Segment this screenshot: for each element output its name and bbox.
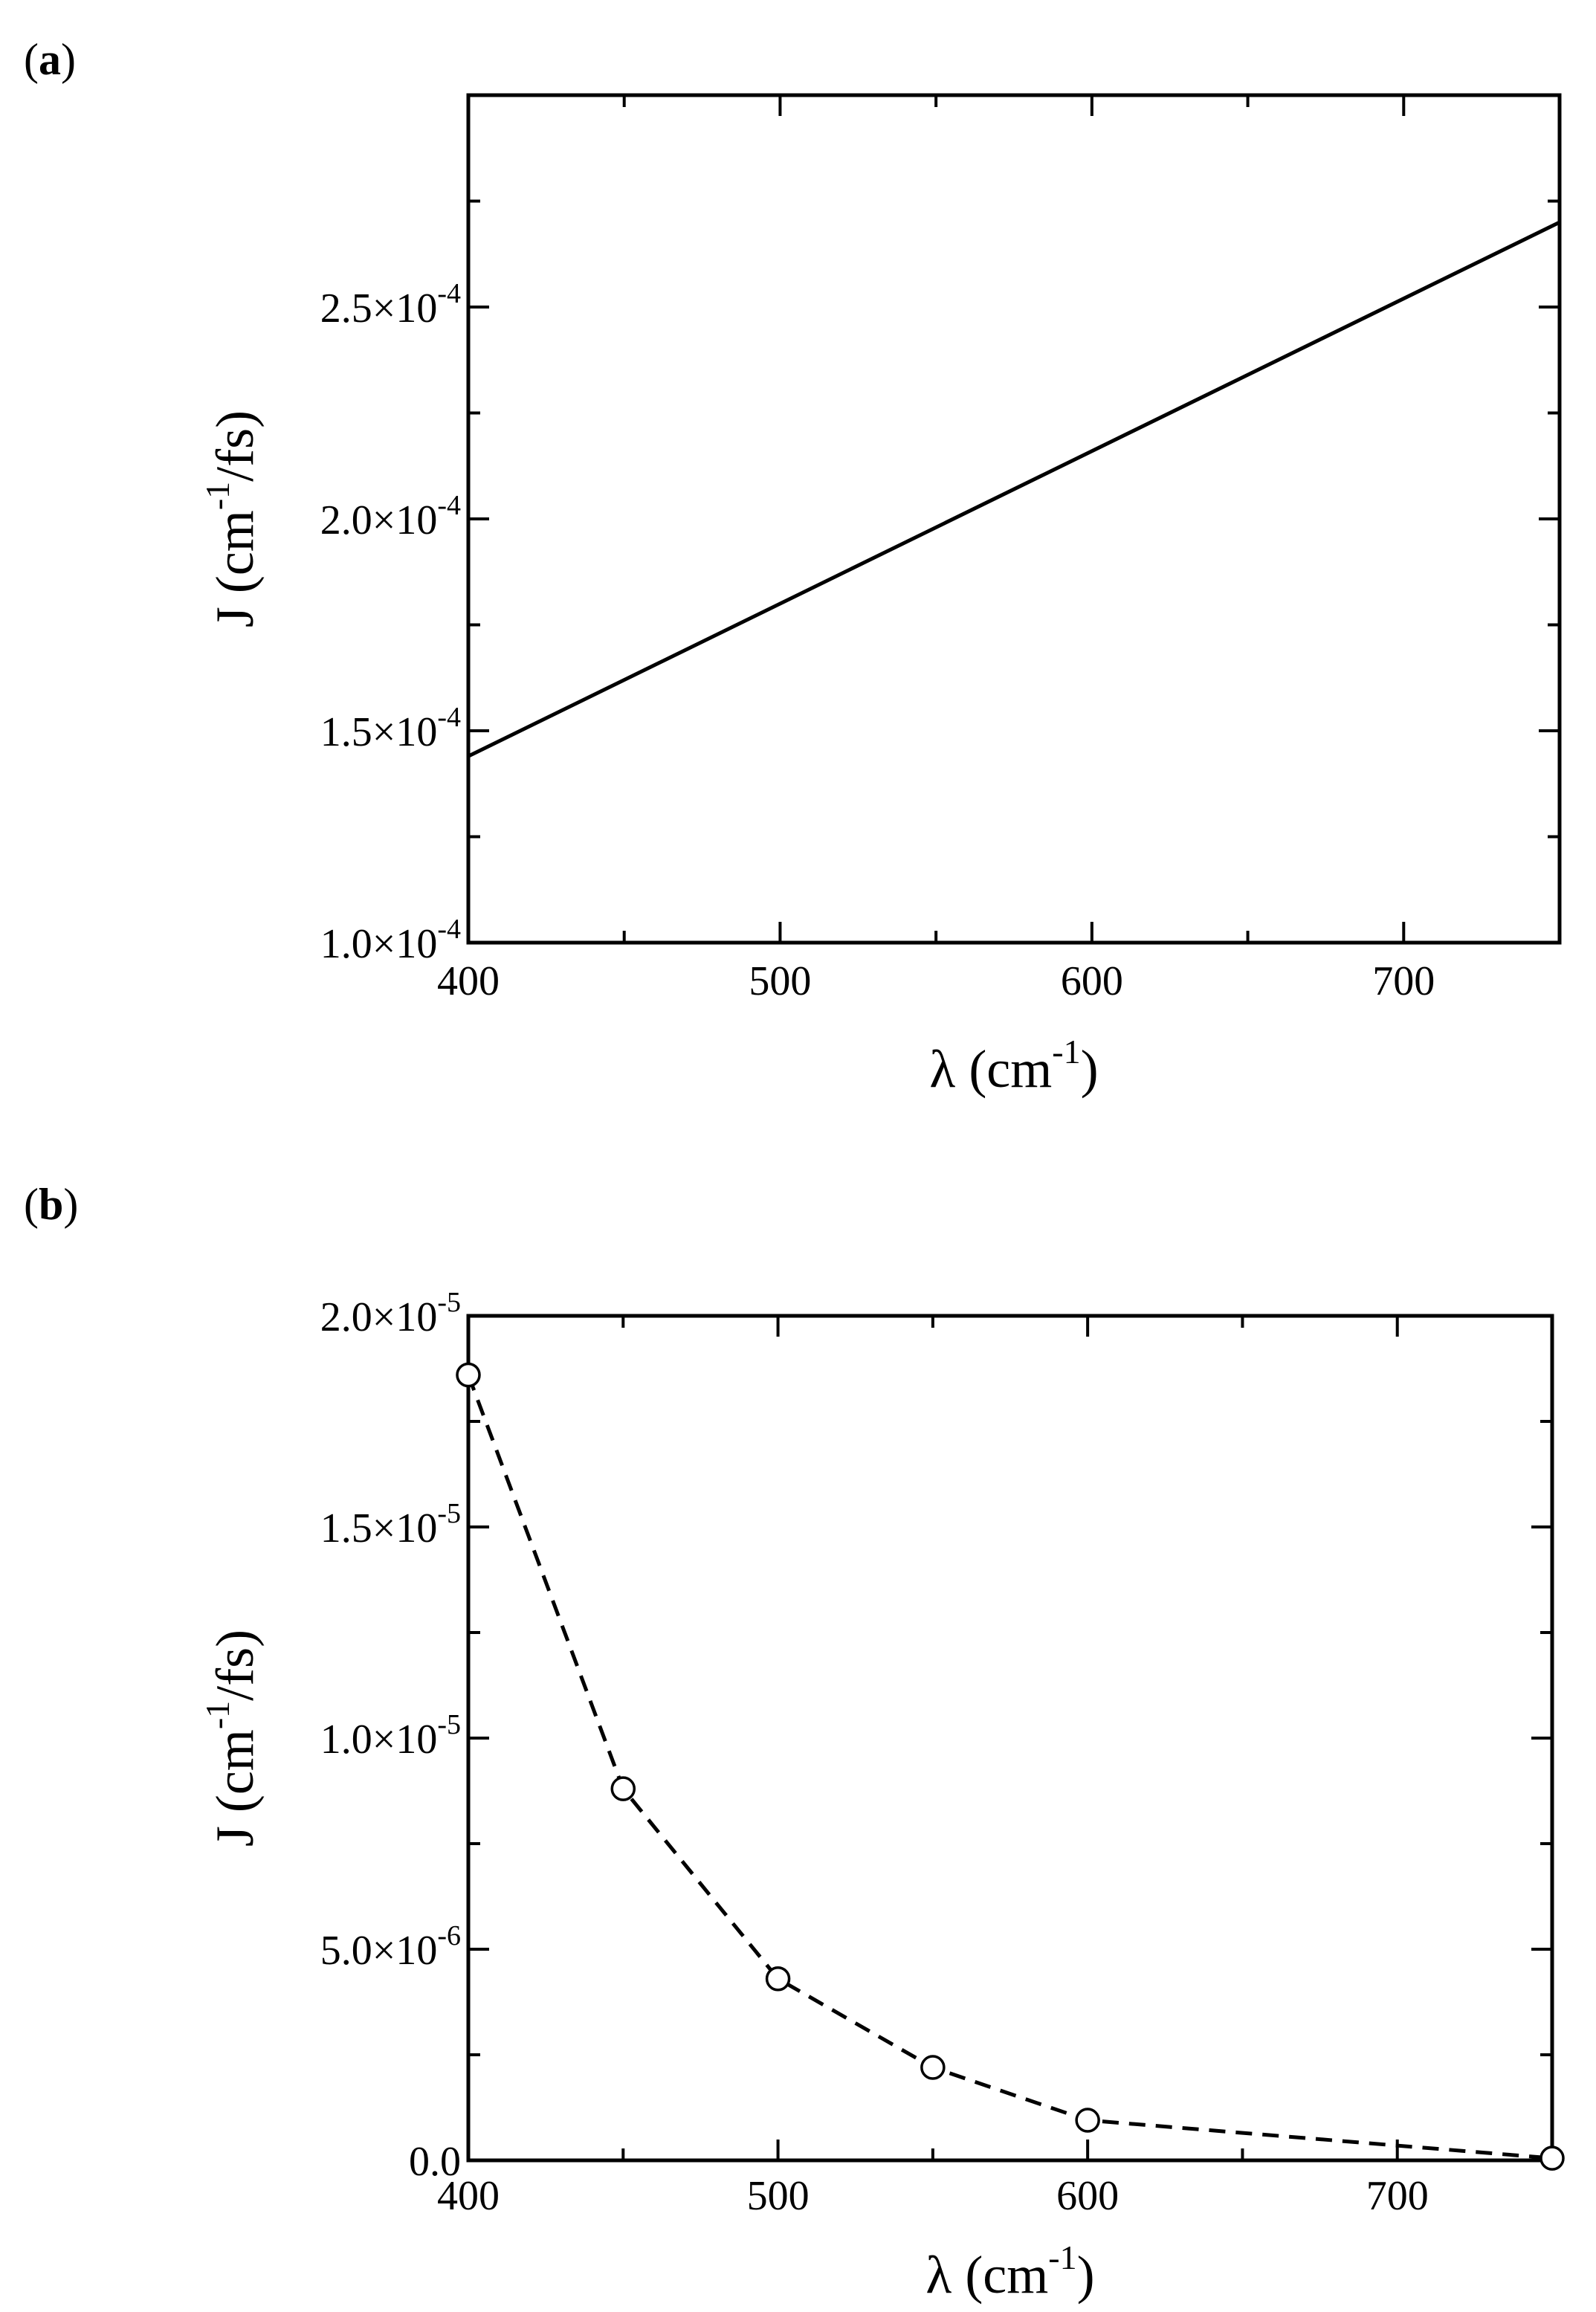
y-axis-label: J (cm-1/fs) — [198, 410, 265, 627]
y-axis-label: J (cm-1/fs) — [198, 1630, 265, 1847]
data-point-marker — [456, 1362, 481, 1388]
data-point-marker — [1540, 2145, 1565, 2171]
series-line — [466, 1374, 1553, 2160]
x-tick-label: 700 — [1372, 958, 1435, 1004]
x-tick-label: 700 — [1366, 2173, 1429, 2219]
y-tick-label: 2.5×10-4 — [320, 278, 461, 332]
panel-label: (a) — [24, 35, 76, 84]
x-tick-label: 500 — [749, 958, 811, 1004]
panel-a: (a) 400 500 600 700 1.0×10-4 1.5×10-4 2.0×10-4 2… — [24, 35, 1562, 1099]
y-tick-label: 1.5×10-4 — [320, 702, 461, 755]
plot-frame — [466, 93, 1562, 945]
data-point-marker — [920, 2055, 946, 2080]
plot-frame — [466, 1314, 1554, 2163]
y-tick-label: 1.0×10-4 — [320, 914, 461, 967]
x-axis-label: λ (cm-1) — [925, 2238, 1094, 2305]
y-tick-label: 2.0×10-4 — [320, 490, 461, 543]
x-tick-label: 600 — [1061, 958, 1123, 1004]
panel-b: (b) 400 500 600 700 0.0 5.0×10-6 1.0×10-5 1.5×10… — [24, 1180, 1565, 2305]
x-axis-label: λ (cm-1) — [929, 1033, 1098, 1099]
data-point-marker — [610, 1776, 636, 1801]
y-tick-label: 0.0 — [409, 2139, 461, 2185]
x-tick-label: 400 — [437, 958, 500, 1004]
y-tick-label: 5.0×10-6 — [320, 1920, 461, 1974]
x-tick-label: 500 — [747, 2173, 810, 2219]
panel-label: (b) — [24, 1180, 78, 1229]
x-tick-label: 600 — [1056, 2173, 1119, 2219]
data-point-marker — [1075, 2108, 1100, 2133]
series-line — [467, 220, 1561, 758]
y-tick-label: 1.5×10-5 — [320, 1498, 461, 1551]
x-tick-label: 400 — [437, 2173, 500, 2219]
y-tick-label: 1.0×10-5 — [320, 1709, 461, 1763]
y-tick-label: 2.0×10-5 — [320, 1287, 461, 1340]
data-point-marker — [765, 1966, 791, 1992]
